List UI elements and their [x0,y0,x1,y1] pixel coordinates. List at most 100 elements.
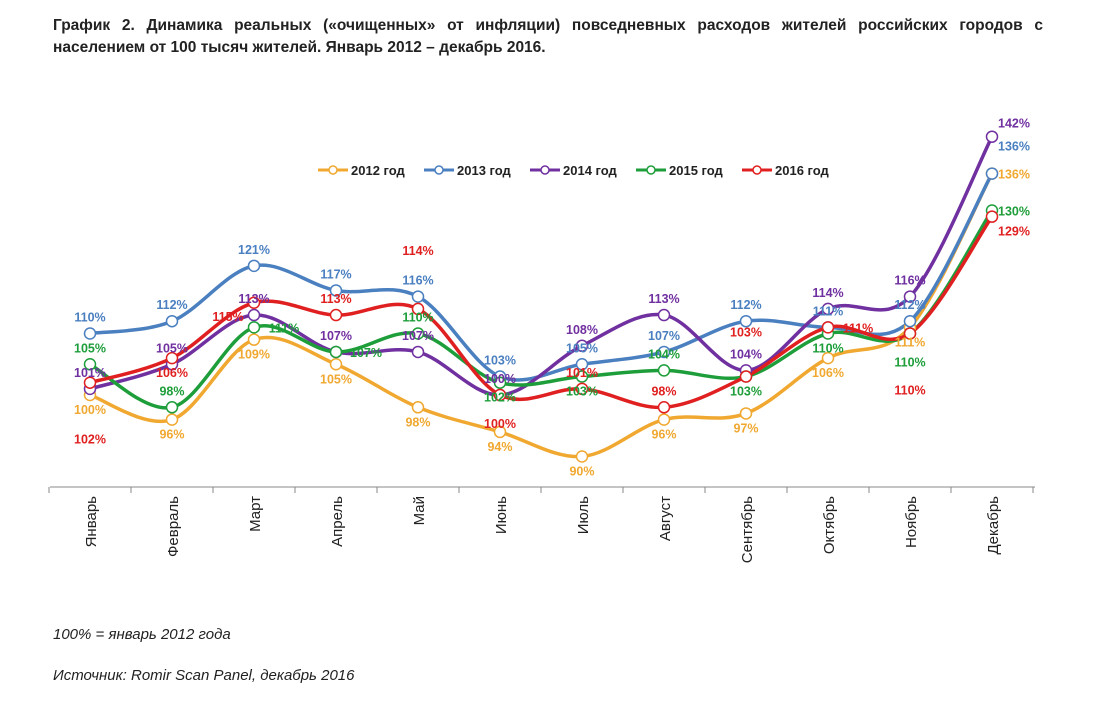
data-label: 136% [998,140,1030,154]
x-tick-label: Март [247,496,264,532]
data-point [165,314,179,328]
data-point [411,302,425,316]
data-point [985,210,999,223]
x-tick-label: Август [657,496,674,541]
data-label: 104% [730,347,762,361]
x-tick-label: Февраль [165,496,182,557]
data-label: 98% [651,384,676,398]
legend-label: 2013 год [457,163,512,178]
data-point [165,401,179,414]
data-label: 101% [566,366,598,380]
data-label: 105% [156,341,188,355]
data-label: 102% [484,391,516,405]
data-label: 109% [238,348,270,362]
data-point [575,450,589,463]
base-note: 100% = январь 2012 года [53,626,231,643]
data-point [411,290,425,303]
data-label: 97% [733,421,758,435]
data-label: 116% [402,274,433,288]
data-point [165,351,179,365]
data-label: 136% [998,168,1030,182]
data-point [329,345,343,359]
data-point [575,370,589,383]
data-label: 115% [212,310,243,324]
data-label: 100% [484,372,516,386]
data-label: 111% [269,321,300,335]
data-label: 110% [74,311,105,325]
data-point [493,388,507,402]
data-label: 112% [156,298,187,312]
data-label: 102% [74,433,106,447]
legend-label: 2016 год [775,163,830,178]
series-line-2012 [88,171,994,459]
data-label: 113% [648,292,679,306]
data-point [657,401,671,414]
data-label: 111% [813,304,844,318]
data-label: 110% [894,356,925,370]
series-line-2014 [88,134,994,397]
data-label: 107% [350,346,382,360]
data-label: 112% [894,298,925,312]
data-label: 110% [894,384,925,398]
data-label: 113% [238,292,269,306]
data-point [247,333,261,346]
data-label: 114% [812,286,843,300]
data-label: 113% [320,292,351,306]
data-point [657,364,671,377]
data-point [329,284,343,297]
data-label: 94% [487,440,512,454]
x-tick-label: Сентябрь [739,496,756,563]
data-label: 100% [484,417,516,431]
data-label: 100% [74,403,106,417]
source-note: Источник: Romir Scan Panel, декабрь 2016 [53,667,355,684]
data-point [83,327,97,340]
data-point [739,314,753,328]
x-tick-label: Апрель [329,496,346,547]
data-label: 103% [730,326,762,340]
legend-label: 2012 год [351,163,406,178]
series-line-2016 [88,214,994,410]
data-point [493,425,507,439]
data-point [83,358,97,371]
data-point [411,401,425,414]
data-point [657,345,671,359]
legend-label: 2014 год [563,163,618,178]
legend-marker [646,165,656,175]
x-tick-label: Май [411,496,428,525]
legend-label: 2015 год [669,163,724,178]
data-label: 129% [998,225,1030,239]
data-label: 111% [843,321,874,335]
x-tick-label: Январь [83,496,100,548]
legend-marker [540,165,550,175]
data-label: 117% [320,267,351,281]
data-label: 106% [156,366,188,380]
data-point [411,345,425,359]
data-point [575,382,589,396]
data-label: 103% [730,385,762,399]
data-label: 116% [894,274,925,288]
legend-marker [434,165,444,175]
data-label: 96% [159,428,184,442]
data-label: 103% [484,354,516,368]
data-label: 112% [730,298,761,312]
data-point [165,413,179,426]
data-label: 107% [648,329,680,343]
data-point [575,358,589,371]
data-label: 110% [402,311,433,325]
line-chart: Январь Февраль Март Апрель Май Июнь Июль Август… [48,117,1035,563]
data-label: 121% [238,243,270,257]
data-point [411,327,425,340]
data-label: 142% [998,117,1030,131]
data-point [821,302,835,316]
data-point [821,321,835,334]
data-point [493,376,507,389]
data-point [903,314,917,328]
data-label: 106% [812,366,844,380]
data-label: 107% [402,329,434,343]
series-line-2015 [88,208,994,410]
data-label: 105% [74,341,106,355]
data-label: 105% [566,341,598,355]
data-label: 103% [566,385,598,399]
data-label: 110% [812,342,843,356]
data-label: 98% [405,415,430,429]
